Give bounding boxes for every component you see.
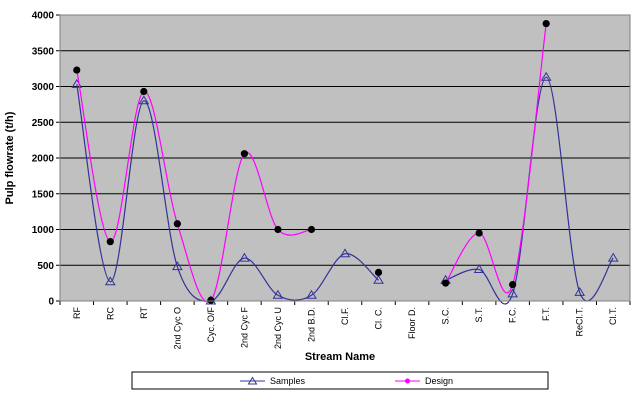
data-point <box>509 280 517 289</box>
x-axis-ticks: RF RC RT 2nd Cyc O Cyc. O/F 2nd Cyc F 2nd Cyc … <box>59 301 631 350</box>
data-point <box>475 229 483 237</box>
series-line <box>445 23 547 294</box>
legend-samples-marker <box>247 376 258 385</box>
data-point <box>73 66 81 74</box>
data-point <box>339 248 351 258</box>
data-point <box>272 289 284 299</box>
data-point <box>441 279 450 287</box>
y-tick-label: 4000 <box>32 11 55 22</box>
data-point <box>373 274 384 284</box>
x-axis-title: Stream Name <box>305 351 375 363</box>
x-tick-label: RT <box>139 307 149 319</box>
data-point <box>374 268 383 276</box>
y-tick-label: 3000 <box>32 82 55 93</box>
x-tick-label: ReCl.T. <box>575 307 585 337</box>
y-tick-label: 3500 <box>32 46 55 57</box>
series-layer <box>71 19 619 305</box>
y-tick-label: 2500 <box>32 118 55 129</box>
y-tick-label: 1000 <box>32 225 55 236</box>
x-tick-label: 2nd Cyc U <box>273 307 283 349</box>
data-point <box>239 252 250 262</box>
x-tick-label: RF <box>72 307 82 319</box>
plot-frame <box>59 14 631 302</box>
data-point <box>307 225 316 234</box>
data-point <box>140 87 148 96</box>
x-tick-label: 2nd Cyc F <box>239 306 249 348</box>
x-tick-label: 2nd Cyc O <box>172 307 182 350</box>
data-point <box>138 95 150 105</box>
y-tick-label: 500 <box>37 261 54 272</box>
legend-design-label: Design <box>425 376 453 386</box>
y-tick-label: 1500 <box>32 189 55 200</box>
x-tick-label: S.T. <box>474 307 484 323</box>
data-point <box>540 71 552 81</box>
data-point <box>106 238 114 246</box>
y-axis-ticks: 0 500 1000 1500 2000 2500 3000 3500 4000 <box>32 11 60 308</box>
y-tick-label: 2000 <box>32 154 55 165</box>
x-tick-label: 2nd B.D. <box>306 307 316 342</box>
x-tick-label: Cl.F. <box>340 307 350 325</box>
data-point <box>574 286 586 296</box>
data-point <box>104 276 116 286</box>
x-tick-label: Cyc. O/F <box>206 306 216 342</box>
x-tick-label: Floor D. <box>407 307 417 339</box>
data-point <box>306 289 317 299</box>
y-axis-title: Pulp flowrate (t/h) <box>4 111 16 204</box>
series-design <box>73 19 550 304</box>
x-tick-label: S.C. <box>441 307 451 325</box>
data-point <box>542 19 550 28</box>
legend-design-marker <box>405 378 410 384</box>
x-tick-label: RC <box>105 307 115 320</box>
data-point <box>473 264 485 274</box>
x-tick-label: Cl. C. <box>374 307 384 330</box>
y-tick-label: 0 <box>48 297 54 308</box>
legend-samples-label: Samples <box>270 376 306 386</box>
x-tick-label: F.T. <box>541 307 551 321</box>
legend: Samples Design <box>131 371 549 390</box>
data-point <box>240 150 249 158</box>
x-tick-label: F.C. <box>508 307 518 323</box>
data-point <box>607 252 619 262</box>
data-point <box>507 288 519 298</box>
data-point <box>171 261 183 271</box>
data-point <box>173 220 181 228</box>
data-point <box>207 296 215 304</box>
x-tick-label: Cl.T. <box>608 307 618 325</box>
data-point <box>274 225 282 234</box>
series-line <box>445 76 614 305</box>
legend-box <box>131 371 549 390</box>
